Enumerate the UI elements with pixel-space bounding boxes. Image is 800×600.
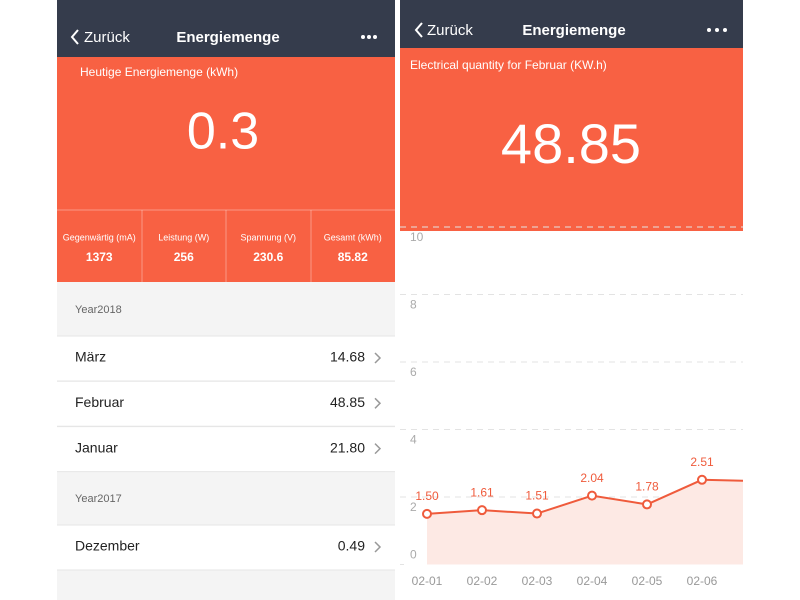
stat-value: 256	[174, 250, 194, 264]
stat-label: Leistung (W)	[158, 232, 209, 242]
data-point	[697, 474, 707, 485]
data-point	[753, 477, 761, 485]
y-tick-label: 0	[410, 548, 417, 562]
value-label: 2.04	[580, 471, 604, 485]
today-label: Heutige Energiemenge (kWh)	[80, 65, 238, 79]
back-icon[interactable]	[414, 22, 423, 38]
year-label: Year2017	[75, 493, 122, 505]
row-chevron	[374, 443, 382, 455]
y-tick-label: 4	[410, 433, 417, 447]
row-chevron	[374, 397, 382, 409]
month-row[interactable]	[57, 426, 395, 472]
summary-label: Electrical quantity for Februar (KW.h)	[410, 58, 607, 72]
left-header	[57, 0, 395, 57]
value-label: 1.51	[525, 489, 549, 503]
month-name: März	[75, 349, 106, 365]
header-title: Energiemenge	[522, 22, 625, 39]
stat-label: Gesamt (kWh)	[324, 232, 382, 242]
right-summary	[400, 48, 743, 231]
stat-value: 85.82	[338, 250, 368, 264]
data-point	[642, 499, 652, 510]
chart: 0 2 4 6 8 10 1.50 02-01 1.61 02-02 1.51 02-03 2.04 02…	[400, 226, 761, 588]
stat-value: 230.6	[253, 250, 283, 264]
month-name: Februar	[75, 394, 124, 410]
data-point	[587, 490, 597, 501]
back-label[interactable]: Zurück	[427, 22, 473, 39]
y-tick-label: 6	[410, 365, 417, 379]
back-label[interactable]: Zurück	[84, 29, 130, 46]
data-point	[532, 508, 542, 519]
stat-value: 1373	[86, 250, 113, 264]
year-label: Year2018	[75, 304, 122, 316]
month-value: 48.85	[330, 394, 365, 410]
data-point	[422, 508, 432, 519]
x-tick-label: 02-02	[467, 574, 498, 588]
left-summary	[57, 57, 395, 282]
area-fill	[427, 479, 743, 565]
row-chevron	[374, 541, 382, 553]
x-tick-label: 02-06	[687, 574, 718, 588]
row-chevron	[374, 352, 382, 364]
today-value: 0.3	[187, 103, 259, 161]
x-tick-label: 02-05	[632, 574, 663, 588]
value-label: 1.78	[635, 480, 659, 494]
stat-label: Gegenwärtig (mA)	[63, 232, 136, 242]
value-label: 1.50	[415, 489, 439, 503]
month-row[interactable]	[57, 336, 395, 381]
more-icon[interactable]	[707, 28, 727, 32]
summary-value: 48.85	[501, 112, 641, 175]
month-value: 0.49	[338, 538, 365, 554]
month-value: 21.80	[330, 439, 365, 455]
month-row[interactable]	[57, 381, 395, 427]
x-tick-label: 02-03	[522, 574, 553, 588]
y-tick-label: 8	[410, 298, 417, 312]
x-tick-label: 02-01	[412, 574, 443, 588]
month-name: Januar	[75, 439, 118, 455]
month-name: Dezember	[75, 538, 140, 554]
y-tick-label: 10	[410, 230, 424, 244]
data-point	[477, 505, 487, 516]
stat-label: Spannung (V)	[240, 232, 296, 242]
header-title: Energiemenge	[176, 29, 279, 46]
y-tick-label: 2	[410, 500, 417, 514]
value-label: 2.51	[690, 455, 714, 469]
more-icon[interactable]	[361, 35, 377, 39]
x-tick-label: 02-04	[577, 574, 608, 588]
value-label: 1.61	[470, 485, 494, 499]
month-value: 14.68	[330, 349, 365, 365]
right-header	[400, 0, 743, 48]
stat-dividers	[57, 209, 395, 282]
month-row[interactable]	[57, 525, 395, 570]
back-icon[interactable]	[70, 29, 79, 45]
